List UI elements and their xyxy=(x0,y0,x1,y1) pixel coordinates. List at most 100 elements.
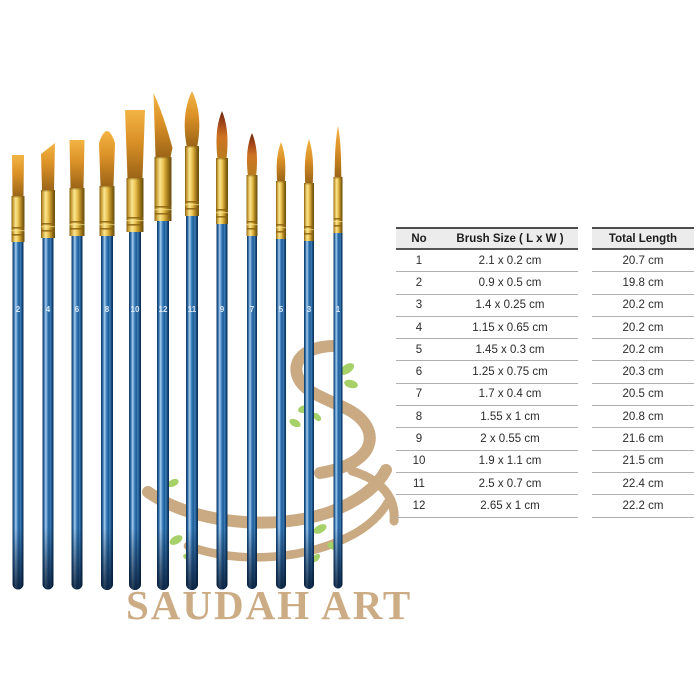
crimp-highlight xyxy=(276,227,286,229)
cell-total-length: 21.6 cm xyxy=(622,433,664,446)
cell-brush-size: 1.25 x 0.75 cm xyxy=(472,366,548,379)
leaf-icon xyxy=(312,412,322,422)
handle-size-number: 2 xyxy=(16,305,21,314)
header-no: No xyxy=(411,232,427,245)
handle-tip-shade xyxy=(71,528,83,590)
cell-brush-size: 2.1 x 0.2 cm xyxy=(478,254,542,267)
brush-bristles xyxy=(153,93,173,157)
cell-no: 9 xyxy=(415,433,423,446)
handle-size-number: 1 xyxy=(336,305,341,314)
length-table-header: Total Length xyxy=(592,227,694,250)
cell-total-length: 20.2 cm xyxy=(622,321,664,334)
cell-total-length: 22.4 cm xyxy=(622,477,664,490)
leaf-icon xyxy=(339,363,355,375)
cell-no: 3 xyxy=(415,299,423,312)
ferrule-edge-line xyxy=(126,178,144,180)
cell-total-length: 19.8 cm xyxy=(622,276,664,289)
brand-wordmark: SAUDAH ART xyxy=(126,582,413,628)
handle-tip-shade xyxy=(129,528,141,590)
brush-handle xyxy=(216,224,228,590)
brush-bristles xyxy=(125,110,145,178)
cell-total-length: 21.5 cm xyxy=(622,455,664,468)
ferrule-edge-line xyxy=(246,175,258,177)
handle-size-number: 8 xyxy=(105,305,110,314)
cell-total-length: 22.2 cm xyxy=(622,499,664,512)
brush-bristles xyxy=(69,140,85,188)
cell-no: 6 xyxy=(415,366,423,379)
ferrule-edge-line xyxy=(185,146,199,148)
handle-size-number: 6 xyxy=(75,305,80,314)
brush-5: 5 xyxy=(276,142,286,589)
brush-handle xyxy=(71,236,83,590)
cell-no: 10 xyxy=(412,455,426,468)
total-length-table: Total Length 20.7 cm 19.8 cm 20.2 cm 20.2 c… xyxy=(592,227,694,518)
leaf-icon xyxy=(289,418,301,428)
brush-bristles xyxy=(216,111,228,158)
brush-ferrule xyxy=(154,157,172,221)
brush-ferrule xyxy=(216,158,228,224)
brush-3: 3 xyxy=(304,139,314,589)
cell-no: 5 xyxy=(415,343,423,356)
table-row: 20.2 cm xyxy=(592,339,694,362)
table-row: 9 2 x 0.55 cm xyxy=(396,428,578,451)
brush-ferrule xyxy=(304,183,314,241)
brush-bristles xyxy=(276,142,286,181)
cell-brush-size: 2.65 x 1 cm xyxy=(480,499,540,512)
brush-7: 7 xyxy=(246,133,258,589)
table-row: 7 1.7 x 0.4 cm xyxy=(396,384,578,407)
crimp-highlight xyxy=(126,220,144,222)
brush-handle xyxy=(276,239,286,589)
brush-2: 2 xyxy=(11,155,25,590)
ferrule-edge-line xyxy=(99,186,115,188)
ferrule-edge-line xyxy=(276,181,286,183)
brush-size-table: No Brush Size ( L x W ) 1 2.1 x 0.2 cm 2 0.… xyxy=(396,227,578,518)
crimp-ring xyxy=(11,234,25,236)
leaf-icon xyxy=(344,379,358,389)
table-row: 1 2.1 x 0.2 cm xyxy=(396,250,578,273)
handle-size-number: 3 xyxy=(307,305,312,314)
table-row: 4 1.15 x 0.65 cm xyxy=(396,317,578,340)
crimp-ring xyxy=(154,206,172,208)
brush-bristles xyxy=(41,143,55,190)
brush-handle xyxy=(333,233,343,589)
cell-no: 2 xyxy=(415,276,423,289)
crimp-ring xyxy=(333,218,343,220)
crimp-highlight xyxy=(246,224,258,226)
size-table-header: No Brush Size ( L x W ) xyxy=(396,227,578,250)
crimp-ring xyxy=(99,228,115,230)
table-row: 20.5 cm xyxy=(592,384,694,407)
crimp-ring xyxy=(99,221,115,223)
crimp-highlight xyxy=(99,224,115,226)
table-row: 6 1.25 x 0.75 cm xyxy=(396,361,578,384)
leaf-icon xyxy=(167,478,179,488)
brush-bristles xyxy=(184,91,200,146)
table-row: 21.6 cm xyxy=(592,428,694,451)
table-row: 5 1.45 x 0.3 cm xyxy=(396,339,578,362)
brush-ferrule xyxy=(246,175,258,236)
brush-handle xyxy=(12,242,24,590)
table-row: 20.8 cm xyxy=(592,406,694,429)
cell-total-length: 20.7 cm xyxy=(622,254,664,267)
handle-tip-shade xyxy=(304,528,314,589)
length-table-body: 20.7 cm 19.8 cm 20.2 cm 20.2 cm 20.2 cm 20.3 … xyxy=(592,250,694,518)
cell-no: 11 xyxy=(413,477,425,490)
swirl-stroke xyxy=(290,340,376,479)
ferrule-edge-line xyxy=(304,183,314,185)
handle-size-number: 11 xyxy=(188,305,197,314)
cell-brush-size: 0.9 x 0.5 cm xyxy=(478,276,542,289)
crimp-ring xyxy=(216,209,228,211)
crimp-ring xyxy=(185,201,199,203)
crimp-ring xyxy=(41,223,55,225)
brush-6: 6 xyxy=(69,140,85,590)
table-row: 20.3 cm xyxy=(592,361,694,384)
crimp-ring xyxy=(333,225,343,227)
handle-size-number: 9 xyxy=(220,305,225,314)
table-row: 20.2 cm xyxy=(592,317,694,340)
brush-4: 4 xyxy=(41,143,55,590)
brush-bristles xyxy=(334,126,342,177)
handle-tip-shade xyxy=(42,528,54,590)
cell-total-length: 20.5 cm xyxy=(622,388,664,401)
table-row: 8 1.55 x 1 cm xyxy=(396,406,578,429)
crimp-ring xyxy=(126,224,144,226)
